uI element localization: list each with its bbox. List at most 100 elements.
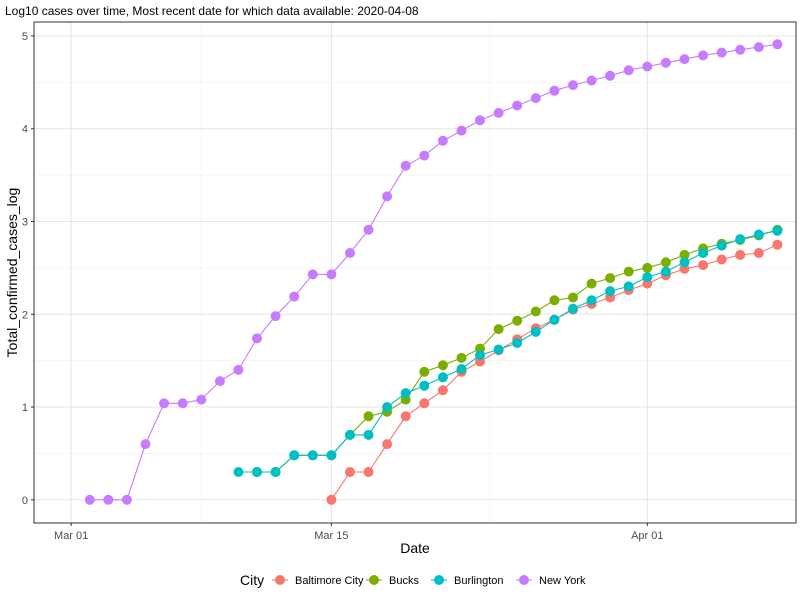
data-point <box>679 54 690 65</box>
data-point <box>772 225 783 236</box>
data-point <box>568 80 578 91</box>
data-point <box>400 160 411 171</box>
grid-lines <box>34 22 796 523</box>
data-point <box>512 338 523 348</box>
y-axis-title: Total_confirmed_cases_log <box>4 188 20 358</box>
series-layer <box>84 39 783 505</box>
x-tick-label: Apr 01 <box>631 530 663 542</box>
legend-key-point <box>519 575 529 585</box>
data-point <box>140 439 151 450</box>
data-point <box>772 239 783 250</box>
data-point <box>363 411 374 422</box>
x-tick-label: Mar 01 <box>54 530 88 542</box>
data-point <box>400 388 411 399</box>
data-point <box>419 366 430 377</box>
data-point <box>475 115 485 126</box>
y-tick-label: 4 <box>22 124 28 136</box>
legend-item: New York <box>516 575 586 587</box>
data-point <box>660 257 671 268</box>
data-point <box>605 273 616 284</box>
data-point <box>586 278 597 289</box>
legend-key-point <box>369 575 379 585</box>
data-point <box>716 240 727 251</box>
data-point <box>382 439 393 450</box>
data-point <box>493 344 504 355</box>
data-point <box>753 229 764 240</box>
data-point <box>716 47 727 58</box>
data-point <box>623 266 634 277</box>
data-point <box>549 295 560 306</box>
data-point <box>660 57 671 68</box>
data-point <box>437 360 448 371</box>
data-point <box>345 429 355 440</box>
data-point <box>772 39 783 50</box>
data-point <box>642 262 653 273</box>
data-point <box>233 364 244 375</box>
data-point <box>326 269 337 280</box>
data-point <box>530 306 541 317</box>
data-point <box>679 249 690 260</box>
data-point <box>363 467 374 477</box>
data-point <box>270 467 281 477</box>
data-point <box>270 311 281 322</box>
axes: 0 1 2 3 4 5 Mar 01 Mar 15 Apr 01 <box>22 31 664 542</box>
data-point <box>735 44 746 55</box>
data-point <box>307 450 318 461</box>
data-point <box>586 295 597 306</box>
data-point <box>698 50 709 61</box>
data-point <box>753 42 764 53</box>
data-point <box>84 494 95 505</box>
data-point <box>214 376 225 387</box>
legend-label: Baltimore City <box>295 575 364 587</box>
data-point <box>177 398 188 409</box>
data-point <box>735 234 746 245</box>
data-point <box>456 352 467 363</box>
data-point <box>605 70 616 81</box>
data-point <box>289 291 300 302</box>
data-point <box>326 494 337 505</box>
legend-item: Bucks <box>366 575 419 587</box>
data-point <box>549 85 560 96</box>
data-point <box>549 314 560 325</box>
legend: City Baltimore City Bucks Burlington New Yor… <box>240 572 586 588</box>
data-point <box>623 65 634 76</box>
data-point <box>363 224 374 235</box>
data-point <box>679 257 690 268</box>
data-point <box>716 254 727 265</box>
data-point <box>512 100 523 111</box>
data-point <box>530 93 541 104</box>
data-point <box>660 266 671 277</box>
legend-title: City <box>240 572 264 588</box>
data-point <box>456 125 467 136</box>
data-point <box>568 292 578 303</box>
x-tick-label: Mar 15 <box>314 530 348 542</box>
data-point <box>642 61 653 72</box>
data-point <box>159 398 170 409</box>
y-tick-label: 3 <box>22 216 28 228</box>
data-point <box>753 248 764 258</box>
series-new-york <box>84 39 783 505</box>
data-point <box>382 402 393 412</box>
y-tick-label: 2 <box>22 309 28 321</box>
data-point <box>493 107 504 118</box>
legend-label: Burlington <box>454 575 504 587</box>
data-point <box>530 326 541 337</box>
data-point <box>382 191 393 202</box>
chart-title: Log10 cases over time, Most recent date … <box>5 4 419 18</box>
x-axis-title: Date <box>400 540 430 556</box>
data-point <box>326 450 337 461</box>
data-point <box>345 248 355 258</box>
data-point <box>437 135 448 146</box>
y-tick-label: 0 <box>22 495 28 507</box>
data-point <box>345 467 355 477</box>
data-point <box>289 450 300 461</box>
data-point <box>437 372 448 383</box>
data-point <box>698 260 709 271</box>
legend-key-point <box>434 575 444 585</box>
data-point <box>456 364 467 374</box>
data-point <box>400 411 411 422</box>
data-point <box>735 249 746 260</box>
data-point <box>642 272 653 283</box>
data-point <box>623 281 634 292</box>
